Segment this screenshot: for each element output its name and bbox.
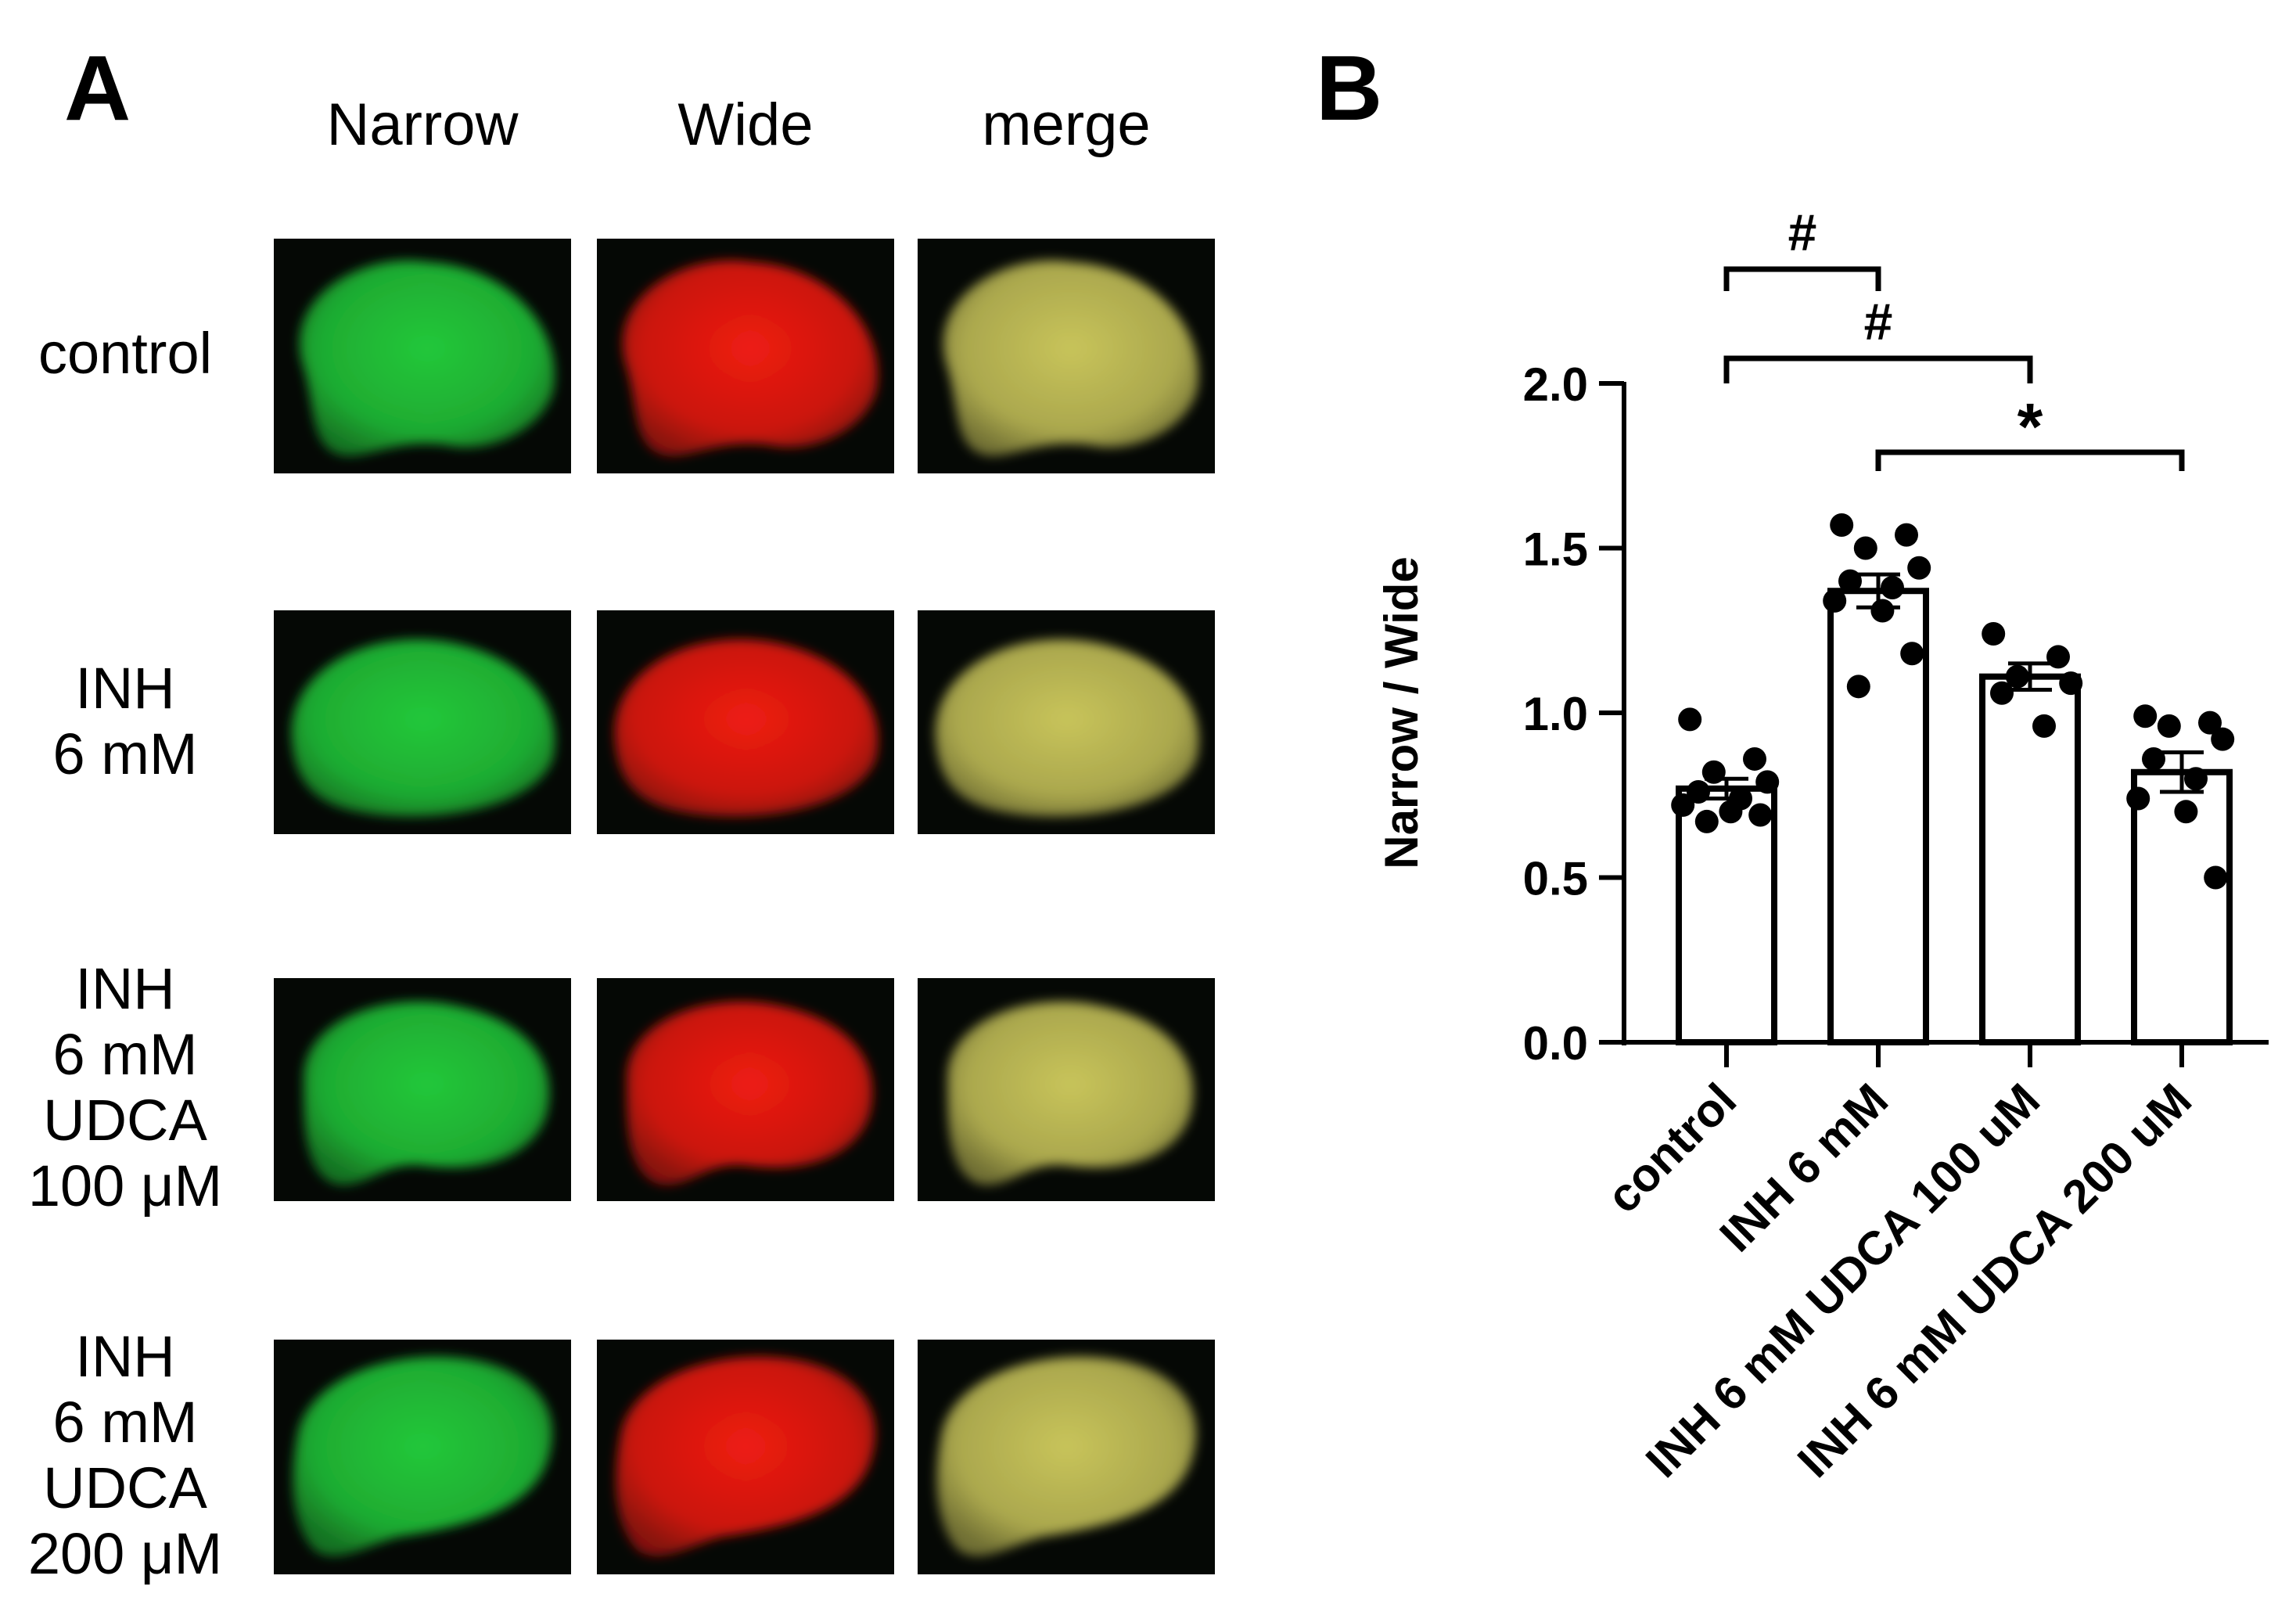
data-point <box>1990 681 2014 705</box>
row-label-line: INH <box>75 1324 175 1389</box>
data-point <box>1671 793 1695 817</box>
data-point <box>1830 513 1854 538</box>
y-tick-label: 2.0 <box>1523 358 1588 411</box>
data-point <box>1900 642 1924 666</box>
micrograph-wide-row-2 <box>597 610 894 834</box>
data-point <box>2211 727 2235 751</box>
data-point <box>2184 767 2208 791</box>
micrograph-wide-row-3 <box>597 978 894 1201</box>
data-point <box>1748 803 1773 827</box>
micrograph-wide-row-4 <box>597 1340 894 1574</box>
cell-body <box>935 639 1199 817</box>
cell-body <box>614 639 879 817</box>
data-point <box>1694 809 1719 833</box>
data-point <box>2157 714 2181 738</box>
data-point <box>1881 576 1904 600</box>
cell-body <box>943 260 1199 456</box>
row-label-control: control <box>0 321 250 387</box>
data-point <box>2032 714 2056 738</box>
panel-b: B 0.0 0.5 1.0 1.5 2.0 Narrow / Wide control INH… <box>1252 0 2296 1608</box>
panel-a-letter: A <box>64 37 131 140</box>
row-label-line: 100 μM <box>27 1153 223 1218</box>
column-header-merge: merge <box>982 92 1151 158</box>
row-label-line: UDCA <box>43 1455 207 1520</box>
y-tick-label: 0.0 <box>1523 1017 1588 1070</box>
row-label-inh-udca-200: INH 6 mM UDCA 200 μM <box>0 1324 250 1587</box>
cell-body <box>947 1001 1194 1185</box>
micrograph-narrow-row-3 <box>274 978 571 1201</box>
cell-body <box>299 260 555 456</box>
data-point <box>2126 786 2150 811</box>
data-point <box>1853 536 1877 560</box>
micrograph-merge-row-2 <box>918 610 1215 834</box>
micrograph-narrow-row-1 <box>274 239 571 473</box>
data-point <box>1678 707 1702 732</box>
panel-a: A Narrow Wide merge control INH 6 mM INH… <box>0 37 1215 1587</box>
micrograph-merge-row-1 <box>918 239 1215 473</box>
cell-body <box>627 1001 873 1185</box>
column-header-wide: Wide <box>677 92 814 158</box>
data-point <box>1687 780 1710 804</box>
data-point <box>1846 674 1870 699</box>
cell-body <box>622 260 879 456</box>
data-point <box>2005 664 2029 689</box>
cell-body <box>936 1356 1197 1556</box>
micrograph-merge-row-3 <box>918 978 1215 1201</box>
y-tick-label: 1.5 <box>1523 523 1588 576</box>
data-point <box>2198 710 2222 735</box>
y-tick-label: 0.5 <box>1523 853 1588 905</box>
row-label-inh: INH 6 mM <box>0 656 250 787</box>
significance-label: * <box>2018 390 2043 463</box>
row-label-line: 6 mM <box>52 1390 198 1455</box>
data-point <box>1823 588 1847 613</box>
column-header-narrow: Narrow <box>326 92 519 158</box>
significance-label: # <box>1788 203 1817 261</box>
row-label-line: 6 mM <box>52 1022 198 1087</box>
data-point <box>1895 523 1918 547</box>
data-point <box>1719 800 1743 824</box>
data-point <box>1870 599 1895 623</box>
data-point <box>1743 746 1766 771</box>
row-label-line: INH <box>75 656 175 721</box>
micrograph-narrow-row-4 <box>274 1340 571 1574</box>
data-point <box>1982 621 2006 646</box>
y-tick-label: 1.0 <box>1523 688 1588 740</box>
data-point <box>2133 704 2158 728</box>
micrograph-wide-row-1 <box>597 239 894 473</box>
cell-body <box>616 1356 876 1556</box>
data-point <box>1701 760 1726 784</box>
x-tick-label: control <box>1597 1074 1746 1223</box>
significance-label: # <box>1864 293 1893 351</box>
micrograph-merge-row-4 <box>918 1340 1215 1574</box>
cell-body <box>293 1356 553 1556</box>
significance-bracket <box>1723 355 2033 383</box>
data-point <box>2059 671 2083 696</box>
cell-body <box>291 639 555 817</box>
data-point <box>2174 800 2198 824</box>
row-label-line: INH <box>75 956 175 1021</box>
bar <box>1827 588 1929 1045</box>
y-axis-title: Narrow / Wide <box>1375 556 1428 869</box>
data-point <box>1838 569 1862 593</box>
data-point <box>2204 865 2228 890</box>
row-label-line: 200 μM <box>27 1521 223 1586</box>
cell-body <box>304 1001 550 1185</box>
row-label-line: control <box>38 321 213 386</box>
significance-bracket <box>1875 449 2185 471</box>
significance-bracket <box>1723 266 1881 291</box>
data-point <box>1755 770 1780 794</box>
micrograph-narrow-row-2 <box>274 610 571 834</box>
bar <box>1979 673 2081 1045</box>
data-point <box>2046 645 2070 669</box>
data-point <box>1907 556 1931 580</box>
row-label-inh-udca-100: INH 6 mM UDCA 100 μM <box>0 956 250 1219</box>
panel-b-letter: B <box>1316 37 1383 140</box>
row-label-line: UDCA <box>43 1088 207 1153</box>
row-label-line: 6 mM <box>52 721 198 786</box>
data-point <box>2142 746 2165 771</box>
